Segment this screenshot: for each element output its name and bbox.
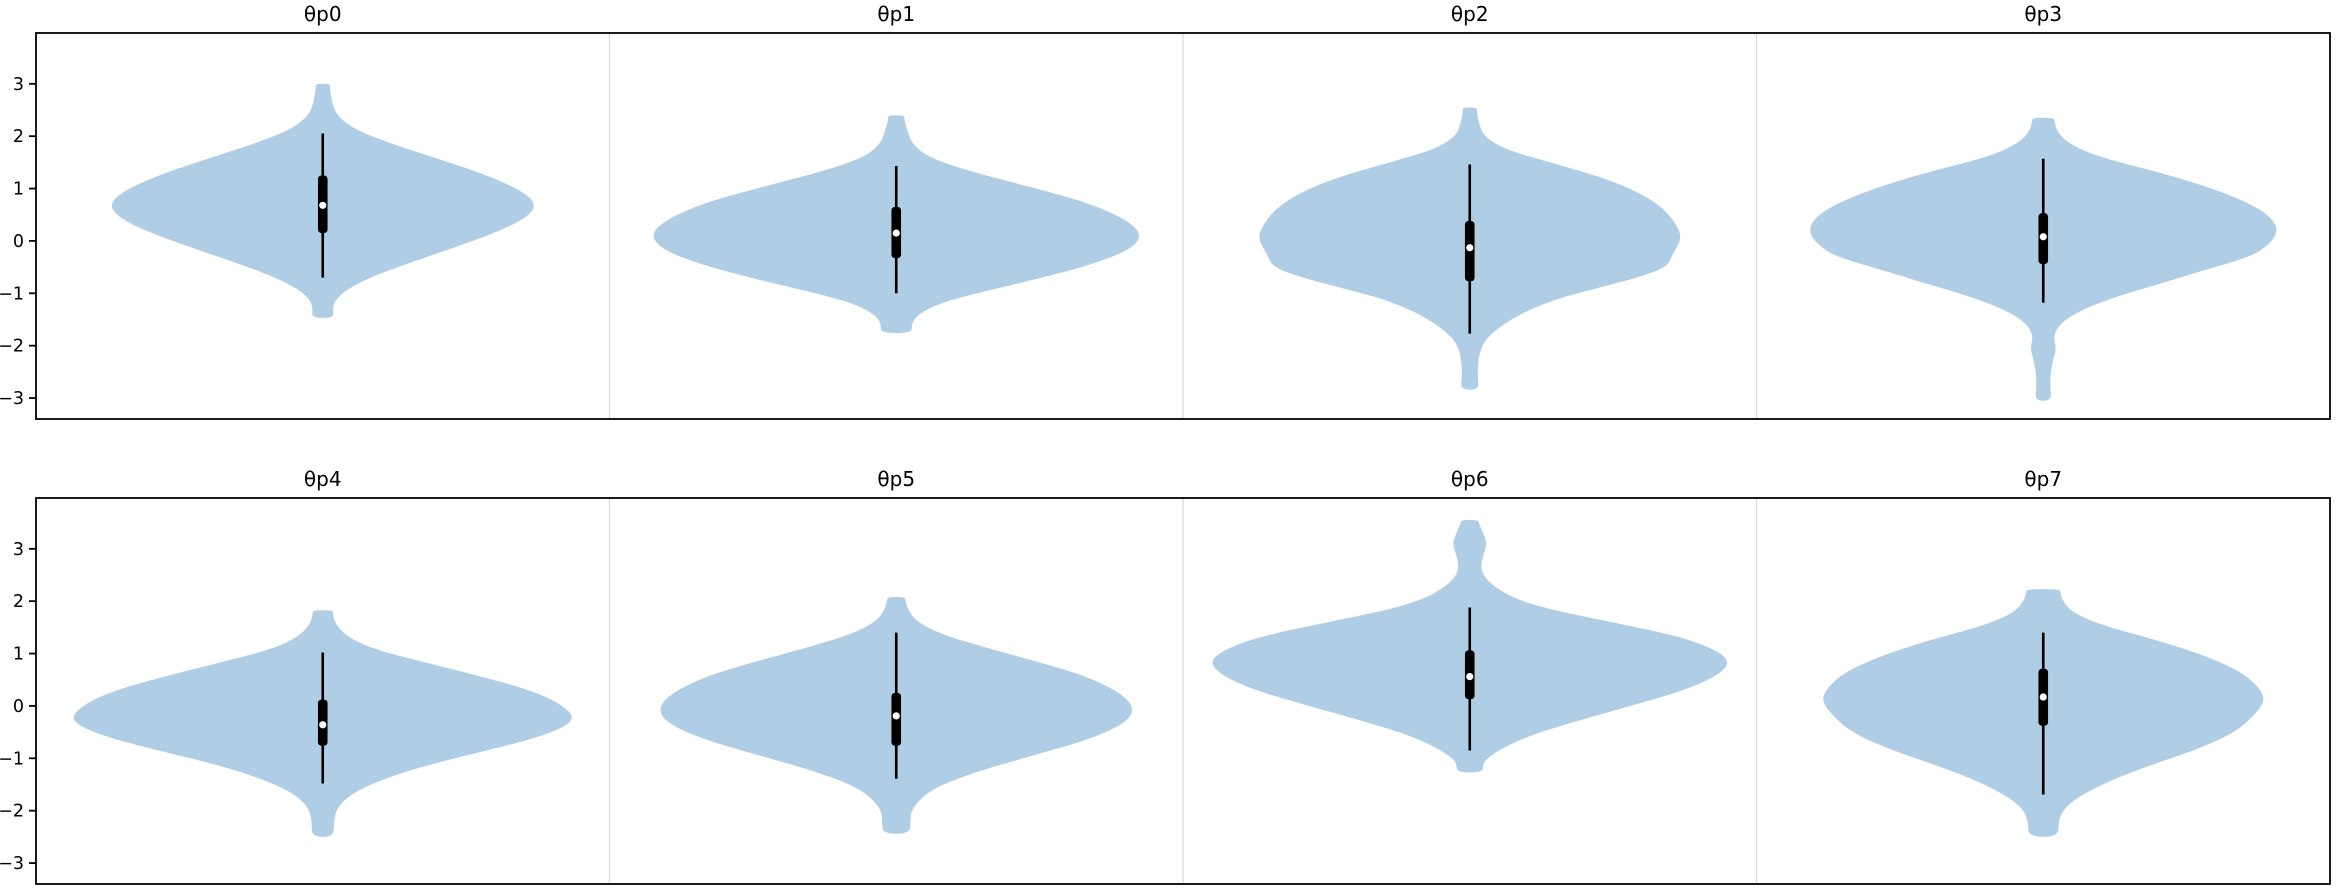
- axes-frame: [35, 32, 2331, 420]
- median-dot-θp7: [2039, 693, 2047, 701]
- panel-title-θp0: θp0: [304, 2, 342, 26]
- panel-title-θp1: θp1: [877, 2, 915, 26]
- y-tick-label: −2: [0, 337, 24, 357]
- y-tick-label: 3: [13, 540, 24, 560]
- y-tick-label: 0: [13, 697, 24, 717]
- y-tick-label: 2: [13, 592, 24, 612]
- panel-title-θp2: θp2: [1451, 2, 1489, 26]
- median-dot-θp2: [1466, 244, 1474, 252]
- y-tick-label: 0: [13, 232, 24, 252]
- y-tick-label: 2: [13, 127, 24, 147]
- panel-title-θp5: θp5: [877, 467, 915, 491]
- panel-title-θp4: θp4: [304, 467, 342, 491]
- median-dot-θp6: [1466, 672, 1474, 681]
- panel-title-θp7: θp7: [2024, 467, 2062, 491]
- y-tick-label: −1: [0, 284, 24, 304]
- median-dot-θp3: [2039, 233, 2047, 241]
- y-tick-label: 1: [13, 180, 24, 200]
- y-tick-label: −3: [0, 389, 24, 409]
- y-tick-label: 1: [13, 645, 24, 665]
- panel-title-θp6: θp6: [1451, 467, 1489, 491]
- median-dot-θp4: [319, 721, 327, 729]
- axes-frame: [35, 497, 2331, 885]
- y-tick-label: −3: [0, 854, 24, 874]
- panel-title-θp3: θp3: [2024, 2, 2062, 26]
- median-dot-θp1: [892, 229, 900, 237]
- median-dot-θp5: [892, 712, 900, 720]
- y-tick-label: −2: [0, 802, 24, 822]
- y-tick-label: −1: [0, 749, 24, 769]
- median-dot-θp0: [319, 201, 327, 209]
- y-tick-label: 3: [13, 75, 24, 95]
